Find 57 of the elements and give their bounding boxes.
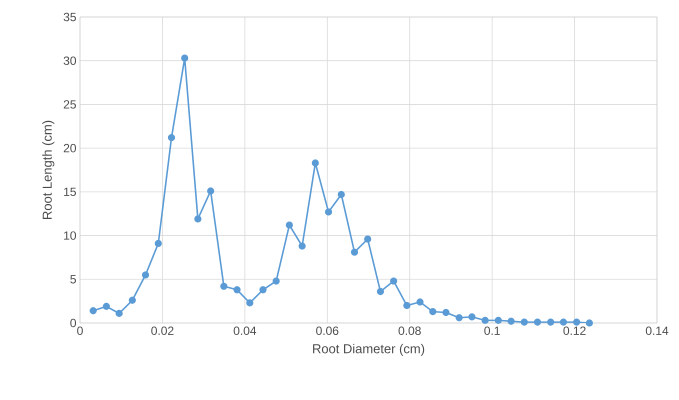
point [338, 190, 345, 198]
point [560, 318, 568, 326]
point [376, 288, 384, 296]
point [573, 318, 580, 326]
x-tick-label: 0.08 [398, 326, 421, 335]
point [324, 208, 332, 216]
y-axis-title: Root Length (cm) [42, 120, 54, 219]
y-tick-label: 25 [64, 100, 76, 109]
point [233, 286, 241, 294]
x-tick-label: 0.12 [563, 326, 586, 335]
x-tick-label: 0 [77, 326, 83, 335]
point [142, 271, 150, 279]
point [429, 308, 436, 316]
point [364, 235, 372, 243]
x-tick-label: 0.14 [646, 326, 668, 335]
point [416, 298, 424, 306]
y-tick-label: 30 [64, 56, 76, 65]
x-tick-label: 0.06 [316, 326, 338, 335]
point [272, 277, 280, 285]
x-tick-label: 0.1 [484, 326, 500, 335]
point [128, 296, 136, 304]
point [468, 313, 476, 320]
point [154, 240, 162, 248]
y-tick-label: 35 [64, 12, 76, 22]
point [259, 286, 267, 294]
point [298, 242, 306, 250]
point [456, 314, 463, 322]
x-axis-title: Root Diameter (cm) [313, 344, 424, 356]
point [207, 187, 214, 195]
point [403, 302, 410, 310]
point [494, 316, 502, 324]
point [547, 318, 554, 326]
point [220, 282, 228, 290]
y-tick-label: 5 [70, 275, 76, 284]
point [534, 318, 542, 326]
point [312, 159, 319, 167]
y-tick-label: 15 [64, 188, 76, 196]
point [350, 248, 358, 256]
point [390, 277, 398, 285]
point [194, 215, 202, 223]
x-tick-label: 0.04 [234, 326, 256, 335]
point [442, 308, 450, 316]
point [168, 134, 176, 142]
y-tick-label: 20 [64, 144, 76, 152]
point [508, 318, 515, 325]
x-tick-label: 0.02 [151, 326, 174, 335]
point [586, 319, 594, 327]
point [90, 307, 97, 314]
y-tick-label: 0 [70, 318, 76, 328]
point [286, 221, 293, 229]
point [520, 318, 528, 326]
point [116, 310, 123, 317]
point [102, 302, 110, 310]
point [482, 316, 489, 324]
point [181, 54, 188, 62]
y-tick-label: 10 [64, 231, 76, 240]
point [246, 299, 254, 306]
